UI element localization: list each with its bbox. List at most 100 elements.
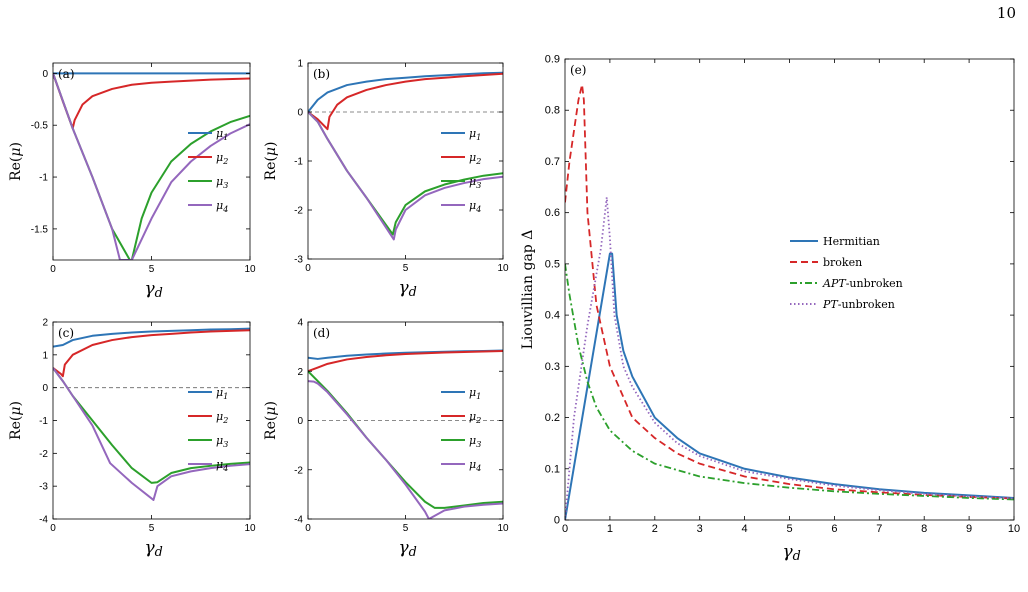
legend-label: Hermitian [823,235,880,248]
y-tick-label: 2 [42,318,48,329]
y-tick-label: -1 [39,173,48,184]
y-tick-label: 0.2 [545,412,560,424]
y-tick-label: 1 [297,59,303,70]
series-line-broken [565,83,1014,500]
chart-panel-a: 0 5 10 0 -0.5 -1 -1.5 (a) γd Re(μ) μ1 μ2 μ3 μ4 [8,62,256,301]
series-label: μ1 [469,127,481,142]
y-tick-label: 0.4 [545,310,560,322]
series-label: μ2 [469,410,481,425]
y-tick-label: 0.5 [545,258,560,270]
y-tick-label: -4 [294,515,303,526]
series-line-hermitian [565,252,1014,520]
y-tick-label: 0 [297,108,303,119]
y-tick-label: 0 [297,416,303,427]
series-line-4 [53,367,250,501]
y-tick-label: -2 [294,465,303,476]
y-tick-label: -3 [39,482,48,493]
x-tick-label: 5 [786,523,792,535]
x-tick-label: 10 [497,523,509,534]
y-tick-label: 0 [42,69,48,80]
series-label: μ1 [216,386,228,401]
series-label: μ1 [469,386,481,401]
y-axis-label: Re(μ) [263,401,279,440]
series-label: μ4 [216,199,228,214]
x-tick-label: 2 [652,523,658,535]
panel-label: (d) [313,326,330,340]
series-line-4 [308,111,503,241]
x-tick-label: 10 [244,264,256,275]
x-tick-label: 9 [966,523,972,535]
series-line-ptunbroken [565,196,1014,520]
series-line-4 [308,380,503,519]
series-line-2 [53,73,250,130]
y-axis-label: Re(μ) [263,142,279,181]
series-label: μ1 [216,127,228,142]
y-tick-label: -0.5 [31,121,49,132]
chart-panel-d: 0 5 10 4 2 0 -2 -4 (d) γd Re(μ) μ1 μ2 μ3 μ4 [263,318,509,561]
y-tick-label: 0.9 [545,54,560,66]
series-label: γd [399,278,417,300]
y-tick-label: 0 [554,515,560,527]
legend-label: PT-unbroken [822,298,895,311]
series-line-2 [308,72,503,131]
x-tick-label: 5 [403,523,409,534]
series-line-1 [53,327,250,348]
y-axis-label: Liouvillian gap Δ [520,230,536,350]
series-label: γd [399,538,417,560]
series-line-3 [53,73,250,260]
y-axis-label: Re(μ) [8,401,24,440]
y-tick-label: -1.5 [31,224,49,235]
legend-label: APT-unbroken [822,277,903,290]
series-line-4 [53,73,250,260]
y-tick-label: -1 [294,157,303,168]
y-tick-label: 2 [297,367,303,378]
series-label: μ4 [469,458,481,473]
series-label: μ3 [469,434,481,449]
series-label: γd [145,538,163,560]
y-tick-label: 0.1 [545,463,560,475]
y-tick-label: -1 [39,416,48,427]
series-label: μ2 [469,151,481,166]
x-tick-label: 1 [607,523,613,535]
y-tick-label: 0.8 [545,105,560,117]
series-label: μ2 [216,151,228,166]
y-tick-label: 0.3 [545,361,560,373]
plot-frame [564,58,1015,521]
series-label: μ4 [216,458,228,473]
x-tick-label: 7 [876,523,882,535]
x-tick-label: 10 [244,523,256,534]
panel-label: (c) [58,326,74,340]
series-line-2 [308,350,503,373]
chart-panel-e: 0 1 2 3 4 5 6 7 8 9 10 0 0.1 0.2 0.3 0.4 0.5 0.6 0.7 0.8 0.9… [520,54,1020,565]
y-tick-label: 0 [42,383,48,394]
series-label: μ2 [216,410,228,425]
panel-label: (e) [570,63,586,77]
y-tick-label: -2 [39,449,48,460]
x-tick-label: 4 [742,523,748,535]
series-line-1 [308,71,503,113]
y-tick-label: 4 [297,318,303,329]
series-label: μ4 [469,199,481,214]
series-line-2 [53,329,250,378]
series-line-aptunbroken [565,263,1014,501]
y-tick-label: 0.7 [545,156,560,168]
y-tick-label: -3 [294,255,303,266]
series-label: μ3 [216,434,228,449]
x-tick-label: 8 [921,523,927,535]
y-tick-label: -4 [39,515,48,526]
x-tick-label: 10 [497,263,509,274]
x-tick-label: 3 [697,523,703,535]
x-tick-label: 0 [305,263,311,274]
page-number: 10 [996,4,1016,22]
y-tick-label: -2 [294,206,303,217]
legend-label: broken [823,256,862,269]
x-tick-label: 0 [562,523,568,535]
x-tick-label: 0 [50,264,56,275]
x-tick-label: 0 [50,523,56,534]
x-tick-label: 10 [1008,523,1020,535]
y-axis-label: Re(μ) [8,142,24,181]
x-tick-label: 5 [149,264,155,275]
y-tick-label: 0.6 [545,207,560,219]
